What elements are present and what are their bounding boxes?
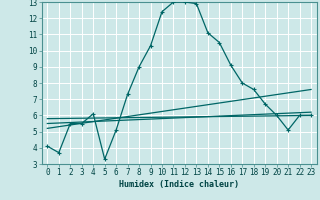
X-axis label: Humidex (Indice chaleur): Humidex (Indice chaleur) [119,180,239,189]
